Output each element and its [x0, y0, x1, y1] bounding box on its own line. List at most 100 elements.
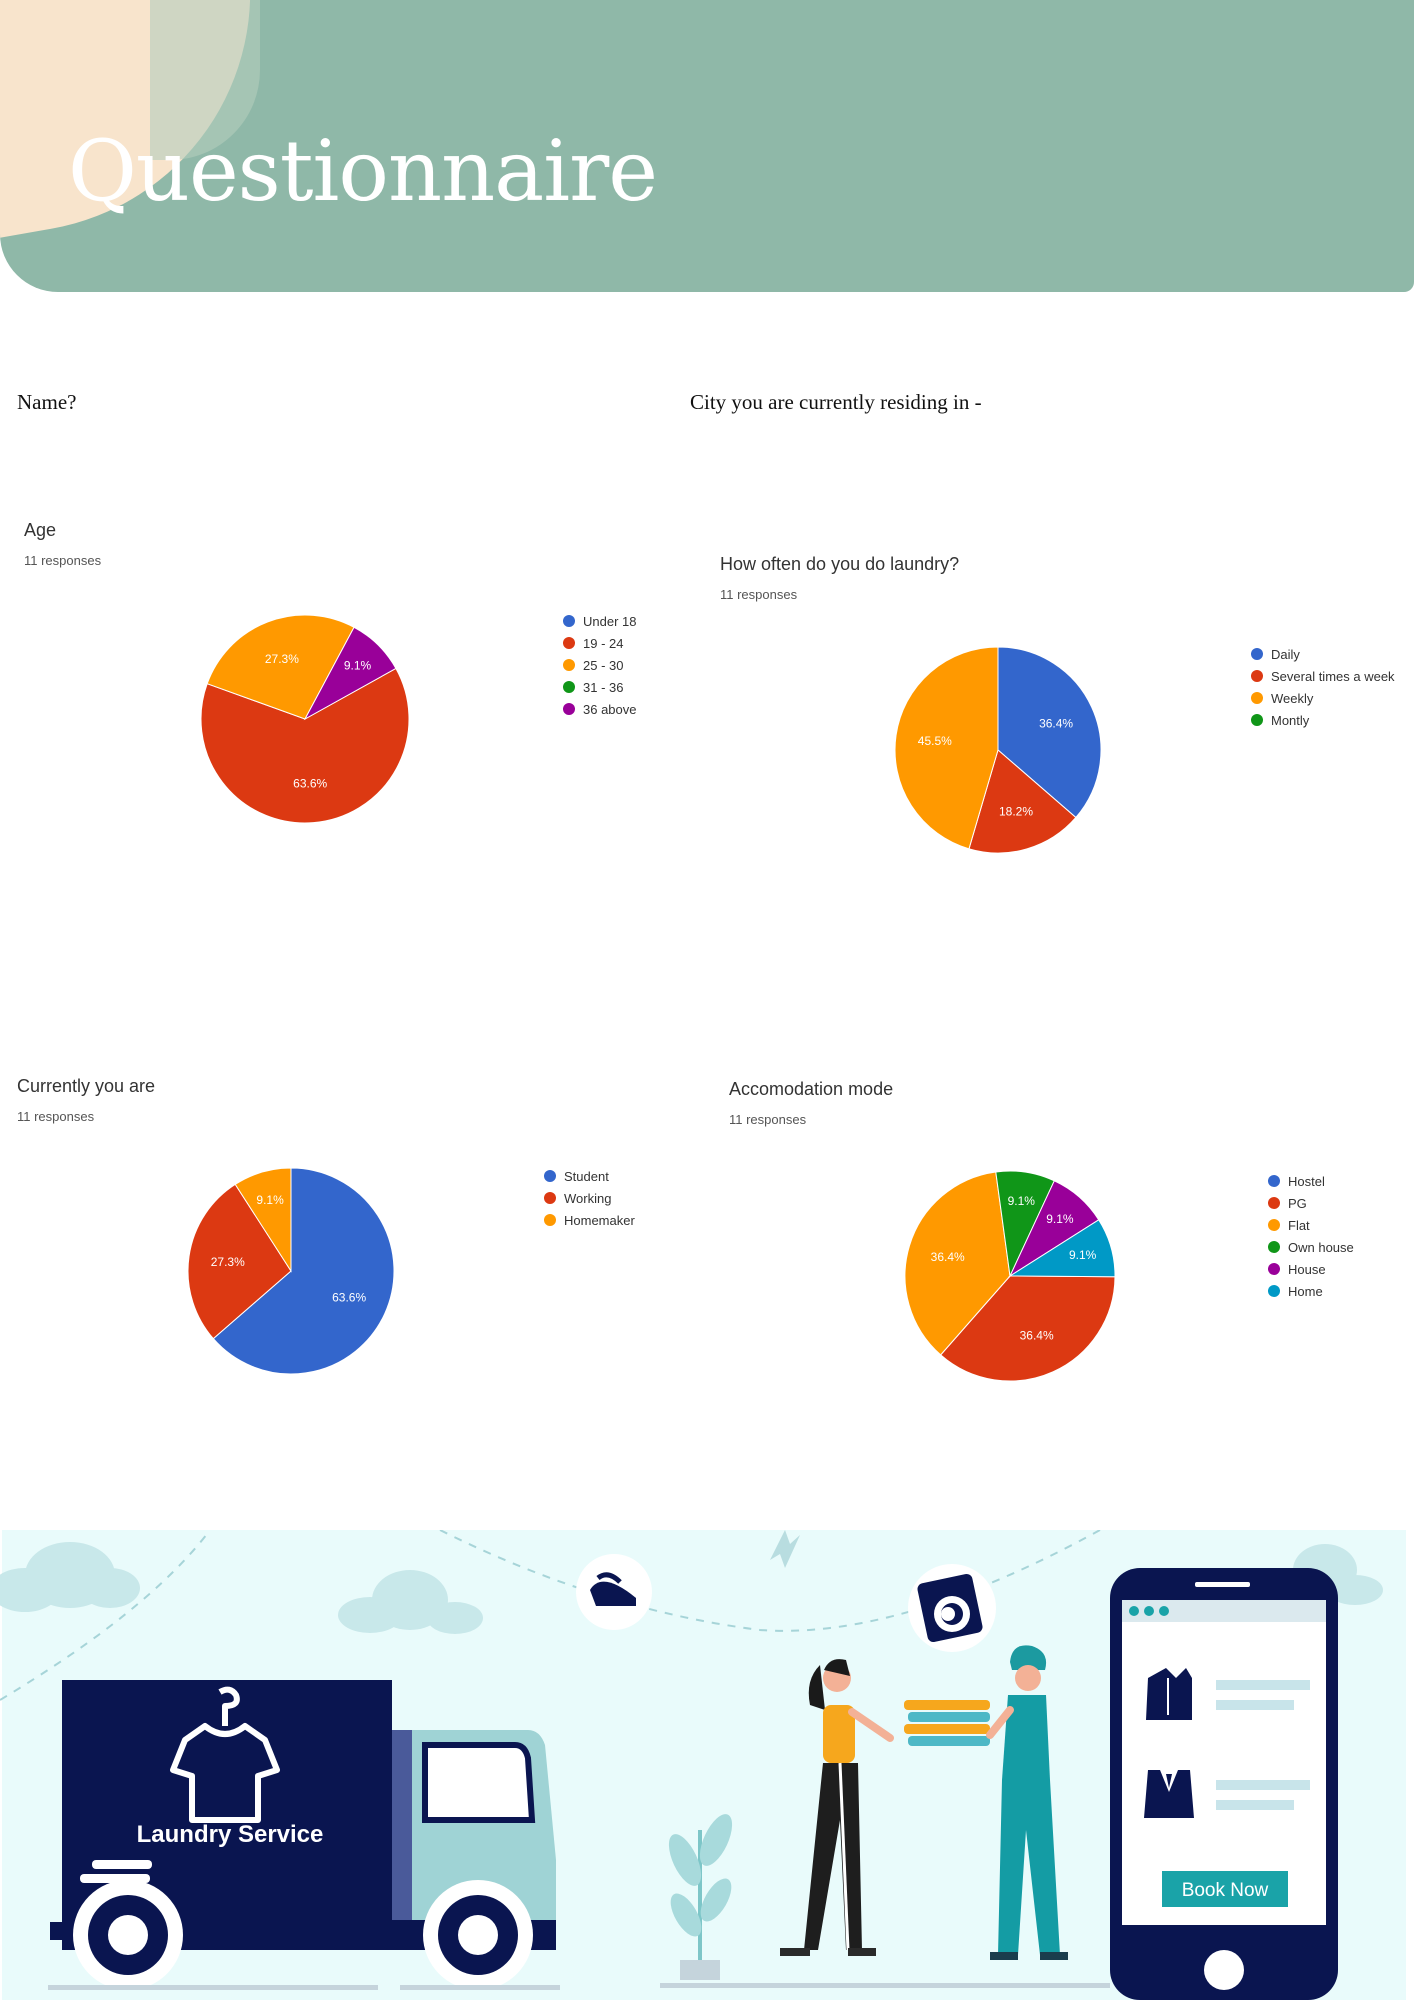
legend-swatch — [563, 659, 575, 671]
legend-label: 36 above — [583, 701, 637, 717]
laundry-illustration: Laundry Service — [0, 1530, 1406, 2000]
pie-slice-19-24 — [200, 667, 410, 824]
legend-label: House — [1288, 1261, 1326, 1277]
laundry-truck: Laundry Service — [48, 1680, 560, 1990]
legend-label: 25 - 30 — [583, 657, 624, 673]
legend-item: Own house — [1268, 1236, 1354, 1258]
header-banner: Questionnaire — [0, 0, 1414, 292]
chart-title: How often do you do laundry? — [720, 554, 960, 574]
legend-item: Several times a week — [1251, 665, 1395, 687]
legend-item: Home — [1268, 1280, 1354, 1302]
legend-item: Montly — [1251, 709, 1395, 731]
legend-item: Hostel — [1268, 1170, 1354, 1192]
chart-response-count: 11 responses — [17, 1109, 95, 1124]
pie-slice-label: 9.1% — [1046, 1212, 1074, 1226]
legend-item: PG — [1268, 1192, 1354, 1214]
iron-icon — [576, 1554, 652, 1630]
pie-slice-several-times-a-week — [968, 749, 1077, 854]
legend-item: Flat — [1268, 1214, 1354, 1236]
customer-figure — [780, 1659, 894, 1956]
legend-label: 31 - 36 — [583, 679, 624, 695]
book-now-button[interactable]: Book Now — [1162, 1871, 1288, 1907]
pie-slice-label: 9.1% — [1008, 1194, 1036, 1208]
pie-slice-label: 36.4% — [931, 1250, 965, 1264]
plant-icon — [668, 1814, 733, 1980]
legend-swatch — [544, 1214, 556, 1226]
washing-machine-icon — [908, 1564, 996, 1652]
pie-slice-pg — [939, 1275, 1116, 1382]
legend-swatch — [1251, 648, 1263, 660]
pie-slice-label: 63.6% — [332, 1290, 366, 1304]
laundry-stack-icon — [904, 1700, 990, 1746]
delivery-person-figure — [986, 1645, 1068, 1960]
legend-item: Student — [544, 1165, 635, 1187]
pie-slice-label: 27.3% — [265, 652, 299, 666]
legend-swatch — [1268, 1263, 1280, 1275]
legend-item: Working — [544, 1187, 635, 1209]
legend-label: Under 18 — [583, 613, 637, 629]
chart-response-count: 11 responses — [720, 587, 798, 602]
legend-label: Own house — [1288, 1239, 1354, 1255]
book-now-label: Book Now — [1182, 1880, 1269, 1901]
legend-label: 19 - 24 — [583, 635, 624, 651]
pie-slice-homemaker — [234, 1167, 292, 1273]
truck-label: Laundry Service — [137, 1821, 324, 1848]
legend-item: 31 - 36 — [563, 676, 637, 698]
pie-slice-label: 18.2% — [999, 804, 1033, 818]
pie-slice-daily — [997, 646, 1102, 819]
legend-swatch — [563, 637, 575, 649]
pie-slice-student — [212, 1167, 395, 1375]
legend-swatch — [1268, 1197, 1280, 1209]
shirt-icon — [1146, 1668, 1192, 1720]
legend-label: Several times a week — [1271, 668, 1395, 684]
chart-title: Age — [24, 520, 57, 540]
cloud-icon — [338, 1570, 483, 1634]
legend-label: Daily — [1271, 646, 1300, 662]
legend-swatch — [1268, 1241, 1280, 1253]
legend-swatch — [1268, 1219, 1280, 1231]
pie-slice-working — [187, 1183, 292, 1340]
pie-slice-flat — [904, 1171, 1011, 1356]
legend-swatch — [1251, 714, 1263, 726]
legend-swatch — [563, 681, 575, 693]
pie-slice-label: 63.6% — [293, 776, 327, 790]
pie-slice-label: 45.5% — [918, 734, 952, 748]
legend-swatch — [1251, 670, 1263, 682]
legend-item: Under 18 — [563, 610, 637, 632]
age-legend: Under 18 19 - 24 25 - 30 31 - 36 36 above — [563, 610, 637, 720]
pie-slice-label: 9.1% — [1069, 1248, 1097, 1262]
legend-item: Daily — [1251, 643, 1395, 665]
legend-label: PG — [1288, 1195, 1307, 1211]
suit-icon — [1144, 1770, 1194, 1818]
pie-slice-home — [1008, 1219, 1116, 1278]
legend-swatch — [544, 1170, 556, 1182]
legend-label: Working — [564, 1190, 612, 1206]
laundry-frequency-legend: Daily Several times a week Weekly Montly — [1251, 643, 1395, 731]
accommodation-legend: Hostel PG Flat Own house House Home — [1268, 1170, 1354, 1302]
cloud-icon — [0, 1542, 140, 1612]
phone-mockup — [1110, 1568, 1338, 2000]
chart-response-count: 11 responses — [24, 553, 102, 568]
legend-label: Montly — [1271, 712, 1310, 728]
chart-title: Accomodation mode — [729, 1079, 894, 1099]
legend-item: House — [1268, 1258, 1354, 1280]
legend-label: Flat — [1288, 1217, 1310, 1233]
name-question: Name? — [17, 390, 77, 414]
legend-swatch — [1268, 1285, 1280, 1297]
pie-slice-25-30 — [206, 614, 355, 720]
legend-label: Student — [564, 1168, 609, 1184]
legend-label: Home — [1288, 1283, 1323, 1299]
pie-slice-label: 9.1% — [256, 1193, 284, 1207]
pie-slice-36-above — [303, 626, 397, 721]
legend-item: 19 - 24 — [563, 632, 637, 654]
legend-swatch — [563, 615, 575, 627]
legend-label: Weekly — [1271, 690, 1314, 706]
chart-response-count: 11 responses — [729, 1112, 807, 1127]
city-question: City you are currently residing in - — [690, 390, 982, 414]
sparkle-icon — [770, 1530, 800, 1568]
occupation-legend: Student Working Homemaker — [544, 1165, 635, 1231]
legend-swatch — [1251, 692, 1263, 704]
